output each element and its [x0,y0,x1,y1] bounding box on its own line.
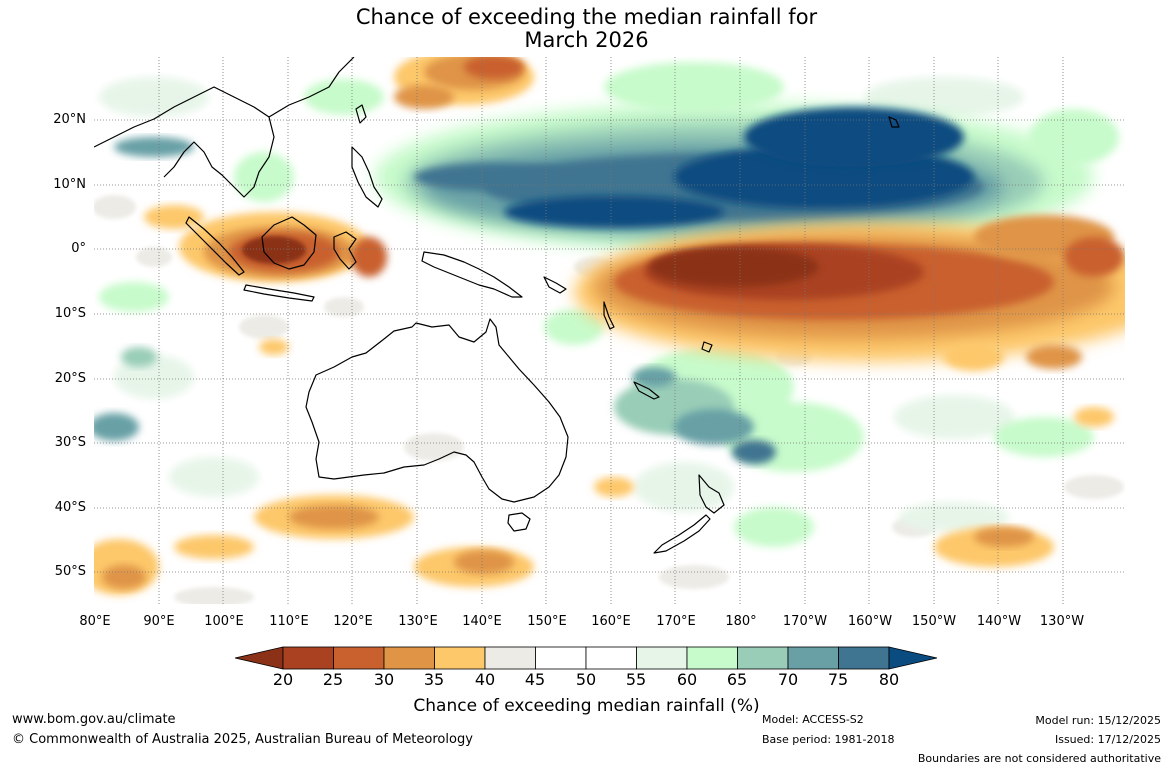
colorbar-tick-65: 65 [726,670,748,689]
latitude-label-50s: 50°S [54,564,86,579]
equatorial-dry-tongue [574,215,1125,362]
colorbar-tick-30: 30 [373,670,395,689]
north-pacific-wet-band [114,102,1094,252]
longitude-label-160w: 160°W [847,614,893,629]
longitude-label-150w: 150°W [911,614,957,629]
longitude-label-160e: 160°E [591,614,631,629]
sumatra-coastline [185,216,245,276]
colorbar-segment-6 [585,646,637,670]
colorbar [234,646,938,670]
philippines-coastline [351,146,383,208]
latitude-label-10n: 10°N [53,177,86,192]
vanuatu-coastline [603,301,615,330]
colorbar-under-arrow [234,646,284,670]
colorbar-segment-10 [787,646,839,670]
southern-dry-patches [94,339,1114,595]
boundaries-disclaimer: Boundaries are not considered authoritat… [917,752,1161,765]
graticule [94,57,1125,604]
colorbar-title: Chance of exceeding median rainfall (%) [413,696,760,716]
longitude-label-140e: 140°E [462,614,502,629]
colorbar-segment-9 [737,646,789,670]
colorbar-tick-25: 25 [322,670,344,689]
longitude-label-180: 180° [725,614,757,629]
longitude-label-130w: 130°W [1039,614,1085,629]
colorbar-tick-80: 80 [878,670,900,689]
latitude-label-20n: 20°N [53,112,86,127]
coastlines [94,57,900,554]
map-title-line-2: March 2026 [524,28,649,52]
issued-date: Issued: 17/12/2025 [1054,733,1161,746]
copyright-text: © Commonwealth of Australia 2025, Austra… [12,732,473,747]
tasmania-coastline [507,512,531,532]
colorbar-segment-2 [383,646,435,670]
longitude-label-140w: 140°W [976,614,1022,629]
colorbar-tick-40: 40 [474,670,496,689]
colorbar-over-arrow [888,646,938,670]
longitude-label-80e: 80°E [79,614,111,629]
china-coastline [268,57,355,118]
colorbar-tick-20: 20 [272,670,294,689]
longitude-label-90e: 90°E [143,614,175,629]
longitude-label-170w: 170°W [782,614,828,629]
maritime-continent-dry [144,205,387,282]
colorbar-segment-5 [535,646,587,670]
australia-coastline [305,318,569,503]
colorbar-tick-60: 60 [676,670,698,689]
colorbar-segment-3 [434,646,486,670]
new-zealand-south-coastline [653,514,711,554]
colorbar-tick-35: 35 [423,670,445,689]
asia-coastline [94,86,275,198]
solomon-islands-coastline [543,276,567,294]
colorbar-segment-1 [333,646,385,670]
latitude-label-40s: 40°S [54,500,86,515]
colorbar-segment-0 [282,646,334,670]
colorbar-segment-4 [484,646,536,670]
new-caledonia-coastline [633,381,660,400]
website-link[interactable]: www.bom.gov.au/climate [12,712,176,727]
new-zealand-north-coastline [698,474,725,514]
colorbar-tick-55: 55 [625,670,647,689]
base-period: Base period: 1981-2018 [762,733,895,746]
longitude-label-120e: 120°E [333,614,373,629]
latitude-label-10s: 10°S [54,306,86,321]
longitude-label-150e: 150°E [527,614,567,629]
rainfall-map-canvas [94,57,1125,604]
taiwan-coastline [355,104,367,124]
longitude-label-100e: 100°E [204,614,244,629]
north-dry-area [394,57,534,109]
colorbar-segment-7 [636,646,688,670]
fiji-coastline [701,341,713,353]
borneo-coastline [261,216,317,270]
model-run-date: Model run: 15/12/2025 [1035,714,1161,727]
latitude-label-0: 0° [71,241,86,256]
longitude-label-110e: 110°E [269,614,309,629]
latitude-label-30s: 30°S [54,435,86,450]
sulawesi-coastline [333,231,357,270]
colorbar-tick-50: 50 [575,670,597,689]
map-title-line-1: Chance of exceeding the median rainfall … [355,5,818,29]
new-guinea-coastline [421,251,523,298]
colorbar-segment-11 [838,646,890,670]
latitude-label-20s: 20°S [54,371,86,386]
java-coastline [243,284,315,302]
rainfall-map [94,57,1125,604]
hawaii-coastline [888,116,900,128]
colorbar-segment-8 [686,646,738,670]
longitude-label-130e: 130°E [398,614,438,629]
colorbar-tick-45: 45 [524,670,546,689]
colorbar-tick-75: 75 [827,670,849,689]
longitude-label-170e: 170°E [656,614,696,629]
model-name: Model: ACCESS-S2 [762,713,864,726]
colorbar-tick-70: 70 [777,670,799,689]
